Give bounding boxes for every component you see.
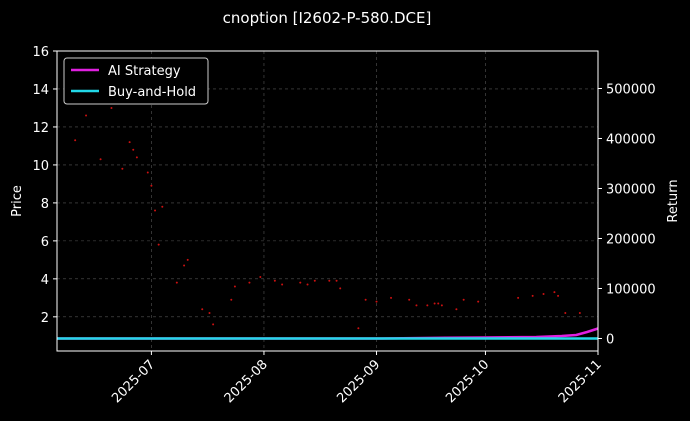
plot-frame bbox=[56, 50, 599, 352]
price-point bbox=[281, 283, 284, 286]
price-point bbox=[161, 205, 164, 208]
price-point bbox=[415, 304, 418, 307]
y-right-tick-label: 400000 bbox=[606, 133, 656, 148]
price-point bbox=[390, 296, 393, 299]
price-point bbox=[150, 184, 153, 187]
price-point bbox=[248, 281, 251, 284]
price-point bbox=[462, 298, 465, 301]
price-point bbox=[542, 293, 545, 296]
legend-label-buy-and-hold: Buy-and-Hold bbox=[108, 85, 196, 100]
price-point bbox=[183, 264, 186, 267]
price-point bbox=[564, 312, 567, 315]
price-point bbox=[154, 209, 157, 212]
y-right-tick-label: 500000 bbox=[606, 83, 656, 98]
y-left-tick-label: 14 bbox=[32, 83, 49, 98]
price-point bbox=[186, 258, 189, 261]
price-point bbox=[121, 167, 124, 170]
price-point bbox=[175, 281, 178, 284]
y-right-tick-label: 100000 bbox=[606, 283, 656, 298]
price-point bbox=[157, 243, 160, 246]
price-point bbox=[517, 296, 520, 299]
price-point bbox=[99, 158, 102, 161]
plot-series bbox=[57, 106, 599, 340]
y-left-tick-label: 6 bbox=[41, 235, 49, 250]
price-point bbox=[201, 308, 204, 311]
y-left-tick-label: 12 bbox=[32, 121, 49, 136]
y-axis-left-label: Price bbox=[10, 185, 25, 217]
price-point bbox=[85, 114, 88, 117]
price-point bbox=[273, 279, 276, 282]
y-right-tick-label: 300000 bbox=[606, 183, 656, 198]
price-point bbox=[531, 294, 534, 297]
price-point bbox=[135, 156, 138, 159]
legend: AI Strategy Buy-and-Hold bbox=[63, 57, 209, 105]
price-point bbox=[364, 298, 367, 301]
y-left-tick-label: 16 bbox=[32, 45, 49, 60]
price-point bbox=[339, 287, 342, 290]
price-point bbox=[375, 300, 378, 303]
price-point bbox=[328, 279, 331, 282]
price-point bbox=[553, 291, 556, 294]
price-point bbox=[230, 298, 233, 301]
price-point bbox=[110, 106, 113, 109]
y-axis-right-label: Return bbox=[666, 179, 681, 222]
price-point bbox=[306, 283, 309, 286]
price-point bbox=[557, 294, 560, 297]
price-point bbox=[335, 279, 338, 282]
price-point bbox=[132, 148, 135, 151]
price-point bbox=[433, 302, 436, 305]
y-left-tick-label: 2 bbox=[41, 311, 49, 326]
price-point bbox=[578, 312, 581, 315]
chart-title: cnoption [I2602-P-580.DCE] bbox=[223, 9, 432, 27]
legend-box bbox=[63, 57, 209, 105]
legend-label-ai-strategy: AI Strategy bbox=[108, 64, 181, 79]
y-right-tick-label: 200000 bbox=[606, 233, 656, 248]
price-point bbox=[477, 300, 480, 303]
y-left-tick-label: 4 bbox=[41, 273, 49, 288]
price-point bbox=[233, 285, 236, 288]
price-point bbox=[208, 312, 211, 315]
price-point bbox=[426, 304, 429, 307]
price-point bbox=[437, 302, 440, 305]
price-point bbox=[299, 281, 302, 284]
price-point bbox=[313, 279, 316, 282]
y-left-tick-label: 8 bbox=[41, 197, 49, 212]
price-point bbox=[259, 275, 262, 278]
price-point bbox=[357, 327, 360, 330]
price-point bbox=[408, 298, 411, 301]
price-point bbox=[440, 304, 443, 307]
price-point bbox=[128, 141, 131, 144]
price-point bbox=[212, 323, 215, 326]
price-point bbox=[74, 139, 77, 142]
price-point bbox=[146, 171, 149, 174]
y-left-tick-label: 10 bbox=[32, 159, 49, 174]
y-right-tick-label: 0 bbox=[606, 333, 614, 348]
price-point bbox=[455, 308, 458, 311]
